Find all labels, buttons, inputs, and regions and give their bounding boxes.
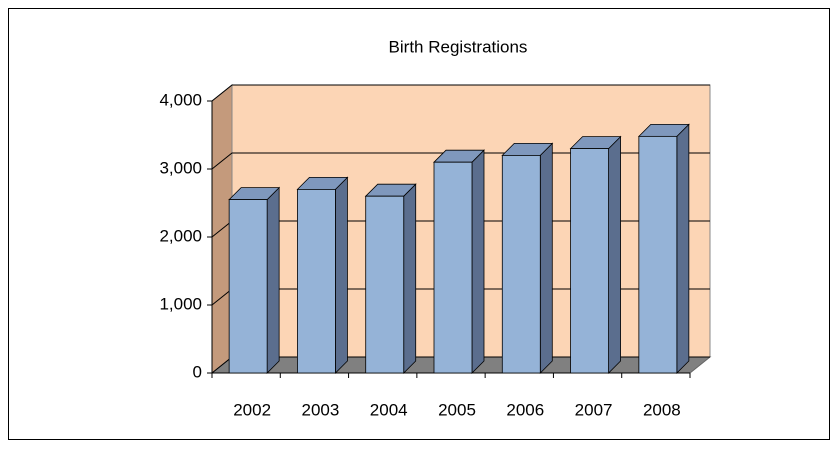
bar [297, 188, 336, 374]
bar [501, 154, 541, 374]
grid-line [211, 84, 710, 102]
bar [228, 199, 268, 374]
y-tick-label: 0 [193, 362, 202, 381]
bar-side [608, 135, 621, 374]
bar-side [266, 186, 280, 374]
bar [433, 161, 473, 374]
chart-title: Birth Registrations [389, 37, 528, 56]
x-tick-label: 2004 [370, 400, 408, 419]
bar [365, 195, 405, 374]
bar-side [676, 123, 690, 374]
bar [570, 148, 609, 374]
x-tick-label: 2005 [438, 400, 476, 419]
x-tick-label: 2006 [506, 400, 544, 419]
bar [638, 135, 678, 374]
x-tick-label: 2008 [643, 400, 681, 419]
y-tick-label: 2,000 [159, 226, 202, 245]
y-tick-label: 3,000 [159, 158, 202, 177]
x-tick-label: 2002 [233, 400, 271, 419]
y-tick-label: 4,000 [159, 90, 202, 109]
bar-side [471, 149, 485, 374]
bar-side [539, 142, 553, 374]
x-tick-label: 2003 [302, 400, 340, 419]
bar-side [335, 176, 348, 374]
bar-side [403, 183, 417, 374]
y-tick-label: 1,000 [159, 294, 202, 313]
x-tick-label: 2007 [575, 400, 613, 419]
